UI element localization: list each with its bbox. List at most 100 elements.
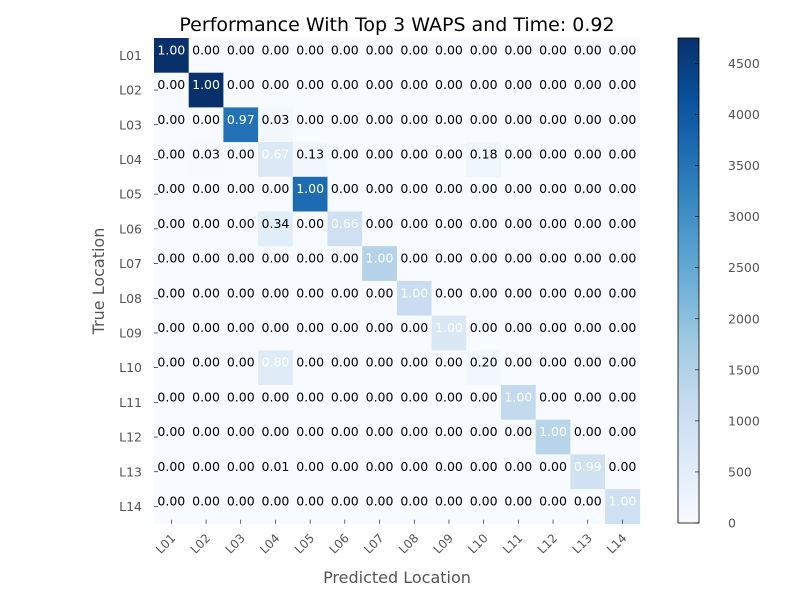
colorbar-tick-label: 2000 <box>728 311 760 326</box>
y-tick-label: L02 <box>119 83 142 98</box>
heatmap-cell <box>258 142 294 178</box>
y-tick-label: L06 <box>119 221 142 236</box>
heatmap-cell <box>188 454 224 490</box>
cell-value-label: 0.00 <box>366 355 394 370</box>
heatmap-cell <box>570 211 606 247</box>
heatmap-cell <box>223 38 259 73</box>
cell-value-label: 0.00 <box>331 146 359 161</box>
cell-value-label: 0.00 <box>366 77 394 92</box>
cell-value-label: 0.00 <box>366 112 394 127</box>
heatmap-cell <box>396 315 432 351</box>
cell-value-label: 0.00 <box>574 493 602 508</box>
heatmap-cell <box>292 385 328 420</box>
colorbar-tick-label: 1000 <box>728 413 760 428</box>
heatmap-cell <box>362 419 398 455</box>
cell-value-label: 0.00 <box>157 285 185 300</box>
y-tick-label: L12 <box>119 430 142 445</box>
cell-value-label: 0.00 <box>227 424 255 439</box>
cell-value-label: 0.03 <box>192 146 220 161</box>
x-tick-label: L13 <box>569 531 594 556</box>
x-tick-label: L06 <box>327 531 352 556</box>
cell-value-label: 0.00 <box>574 216 602 231</box>
heatmap-cell <box>154 315 189 351</box>
cell-value-label: 0.18 <box>470 146 498 161</box>
heatmap-cell <box>292 280 328 316</box>
cell-value-label: 0.00 <box>400 320 428 335</box>
heatmap-cell <box>466 246 502 282</box>
heatmap-cell <box>327 280 363 316</box>
heatmap-cell <box>154 280 189 316</box>
heatmap-cell <box>466 72 502 108</box>
heatmap-cell <box>605 107 641 143</box>
cell-value-label: 0.00 <box>400 77 428 92</box>
heatmap-cell <box>466 142 502 178</box>
cell-value-label: 0.00 <box>504 146 532 161</box>
heatmap-cell <box>292 72 328 108</box>
heatmap-cell <box>431 176 467 212</box>
heatmap-cell <box>258 350 294 386</box>
cell-value-label: 0.00 <box>157 112 185 127</box>
cell-value-label: 0.00 <box>227 216 255 231</box>
heatmap-cell <box>501 419 536 455</box>
cell-value-label: 0.00 <box>539 216 567 231</box>
cell-value-label: 0.00 <box>296 42 324 57</box>
heatmap-cell <box>258 280 294 316</box>
cell-value-label: 0.00 <box>574 146 602 161</box>
cell-value-label: 0.00 <box>157 424 185 439</box>
cell-value-label: 0.00 <box>262 389 290 404</box>
heatmap-cell <box>258 38 294 73</box>
heatmap-cell <box>292 211 328 247</box>
heatmap-cell <box>466 107 502 143</box>
heatmap-cell <box>362 315 398 351</box>
y-tick-label: L01 <box>119 48 142 63</box>
heatmap-cell <box>154 38 189 73</box>
heatmap-cell <box>188 419 224 455</box>
heatmap-cell <box>396 385 432 420</box>
heatmap-cell <box>535 176 571 212</box>
cell-value-label: 0.20 <box>470 355 498 370</box>
cell-value-label: 0.00 <box>539 112 567 127</box>
heatmap-cell <box>605 315 641 351</box>
cell-value-label: 0.00 <box>227 251 255 266</box>
cell-value-label: 1.00 <box>539 424 567 439</box>
heatmap-cell <box>362 176 398 212</box>
colorbar: 0 500 1000 1500 2000 2500 3000 3500 4000 4500 <box>677 37 760 531</box>
cell-value-label: 0.00 <box>574 77 602 92</box>
heatmap-cell <box>327 142 363 178</box>
cell-value-label: 0.00 <box>227 355 255 370</box>
heatmap-cell <box>258 419 294 455</box>
colorbar-gradient <box>677 37 700 524</box>
heatmap-cell <box>258 107 294 143</box>
cell-value-label: 0.00 <box>331 42 359 57</box>
cell-value-label: 0.00 <box>435 459 463 474</box>
heatmap-cell <box>362 107 398 143</box>
cell-value-label: 0.00 <box>400 112 428 127</box>
cell-value-label: 0.00 <box>504 42 532 57</box>
heatmap-cell <box>327 176 363 212</box>
cell-value-label: 0.00 <box>227 285 255 300</box>
heatmap-cell <box>466 419 502 455</box>
x-tick-label: L05 <box>292 531 317 556</box>
heatmap-cell <box>431 38 467 73</box>
heatmap-cell <box>431 315 467 351</box>
cell-value-label: 0.00 <box>504 181 532 196</box>
y-tick-label: L14 <box>119 499 142 514</box>
heatmap-cell <box>258 176 294 212</box>
cell-value-label: 0.00 <box>574 42 602 57</box>
cell-value-label: 0.00 <box>296 424 324 439</box>
heatmap-cell <box>466 38 502 73</box>
cell-value-label: 0.00 <box>470 459 498 474</box>
cell-value-label: 0.00 <box>157 389 185 404</box>
cell-value-label: 0.00 <box>609 251 637 266</box>
heatmap-cell <box>570 489 606 525</box>
cell-value-label: 0.00 <box>262 251 290 266</box>
cell-value-label: 0.00 <box>574 112 602 127</box>
heatmap-cell <box>188 107 224 143</box>
heatmap-cell <box>258 211 294 247</box>
heatmap-cell <box>501 280 536 316</box>
cell-value-label: 0.00 <box>192 181 220 196</box>
y-tick-label: L05 <box>119 187 142 202</box>
cell-value-label: 0.00 <box>366 42 394 57</box>
heatmap-cell <box>327 72 363 108</box>
heatmap-cell <box>223 142 259 178</box>
